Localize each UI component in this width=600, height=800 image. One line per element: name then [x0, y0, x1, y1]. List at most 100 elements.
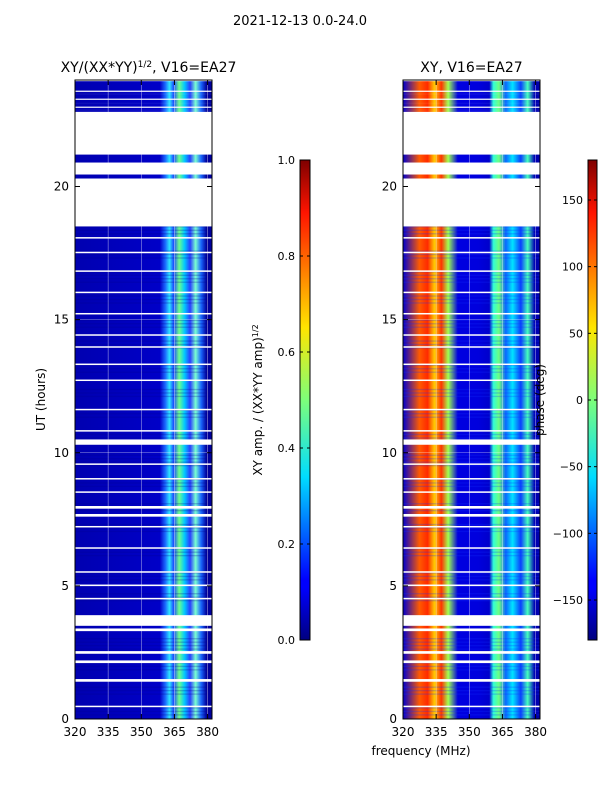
flagged-band [403, 98, 540, 100]
y-tick-label: 20 [382, 180, 397, 194]
flagged-band [403, 525, 540, 528]
heatmap-streak [403, 554, 540, 557]
flagged-band [75, 363, 212, 366]
heatmap-streak [403, 233, 540, 235]
x-tick-label: 320 [64, 725, 87, 739]
heatmap-streak [403, 485, 540, 488]
colorbar-tick-label: 1.0 [278, 154, 296, 167]
flagged-band [75, 571, 212, 573]
y-tick-label: 10 [382, 446, 397, 460]
flagged-band [75, 525, 212, 528]
y-tick-label: 15 [54, 313, 69, 327]
heatmap-streak [403, 388, 540, 391]
flagged-band [75, 491, 212, 493]
heatmap-streak [75, 388, 212, 391]
heatmap-streak [403, 579, 540, 581]
flagged-band [403, 346, 540, 348]
flagged-band [75, 651, 212, 654]
flagged-band [403, 705, 540, 708]
flagged-band [75, 408, 212, 411]
flagged-band [403, 660, 540, 664]
flagged-band [75, 111, 212, 155]
heatmap-streak [75, 298, 212, 301]
heatmap-streak [403, 458, 540, 460]
colorbar-tick-label: 0.8 [278, 250, 296, 263]
heatmap-streak [75, 340, 212, 342]
heatmap-streak [403, 433, 540, 436]
heatmap-streak [403, 686, 540, 688]
colorbar: 150 100 50 0 −50 −100 −150 phase (deg) [533, 159, 598, 641]
x-axis-label: frequency (MHz) [371, 744, 470, 758]
heatmap-streak [75, 433, 212, 436]
flagged-band [403, 430, 540, 432]
heatmap-strip [403, 154, 540, 163]
heatmap-streak [75, 257, 212, 259]
heatmap-streak [75, 392, 212, 394]
heatmap-streak [75, 509, 212, 512]
flagged-band [403, 615, 540, 626]
y-tick-label: 5 [61, 579, 69, 593]
heatmap-streak [403, 530, 540, 533]
flagged-band [403, 651, 540, 654]
flagged-band [403, 237, 540, 239]
heatmap-strip [403, 174, 540, 179]
heatmap-streak [75, 686, 212, 688]
heatmap-streak [403, 599, 540, 602]
heatmap-streak [75, 454, 212, 456]
heatmap-streak [403, 226, 540, 228]
heatmap-streak [75, 464, 212, 467]
heatmap-streak [75, 364, 212, 366]
heatmap-streak [403, 689, 540, 692]
heatmap-streak [75, 302, 212, 304]
flagged-band [403, 408, 540, 411]
flagged-band [75, 506, 212, 509]
heatmap-streak [75, 523, 212, 526]
heatmap-streak [403, 278, 540, 280]
heatmap-streak [403, 551, 540, 553]
heatmap-streak [403, 669, 540, 671]
heatmap-streak [75, 644, 212, 647]
heatmap-streak [403, 416, 540, 418]
flagged-band [403, 363, 540, 366]
colorbar-tick-label: 100 [562, 261, 583, 274]
heatmap-streak [75, 554, 212, 557]
heatmap-streak [403, 368, 540, 370]
heatmap-streak [75, 253, 212, 256]
y-tick-label: 10 [54, 446, 69, 460]
flagged-band [75, 379, 212, 382]
heatmap-streak [75, 347, 212, 349]
colorbar-gradient [299, 159, 311, 641]
heatmap-streak [75, 665, 212, 668]
flagged-band [403, 439, 540, 445]
x-tick-label: 365 [163, 725, 186, 739]
colorbar-label: phase (deg) [533, 364, 547, 436]
heatmap-streak [403, 364, 540, 366]
heatmap-streak [75, 395, 212, 398]
colorbar-tick-label: −150 [553, 594, 583, 607]
flagged-band [403, 90, 540, 92]
flagged-band [75, 547, 212, 549]
heatmap-streak [75, 413, 212, 415]
flagged-band [75, 584, 212, 587]
flagged-band [403, 491, 540, 493]
colorbar-tick-label: −50 [560, 461, 583, 474]
flagged-band [403, 154, 540, 227]
x-tick-label: 380 [196, 725, 219, 739]
heatmap-streak [75, 710, 212, 713]
heatmap-streak [75, 714, 212, 716]
flagged-band [75, 312, 212, 315]
heatmap-streak [75, 461, 212, 463]
heatmap-streak [403, 503, 540, 505]
heatmap-streak [75, 599, 212, 602]
flagged-band [75, 439, 212, 445]
axes-frame [402, 79, 541, 720]
flagged-band [75, 90, 212, 92]
heatmap-streak [75, 551, 212, 553]
heatmap-streak [75, 323, 212, 325]
heatmap-streak [75, 503, 212, 505]
heatmap-streak [75, 530, 212, 533]
heatmap-streak [403, 323, 540, 325]
colorbar-tick-label: −100 [553, 527, 583, 540]
heatmap-streak [403, 572, 540, 574]
flagged-band [75, 154, 212, 227]
